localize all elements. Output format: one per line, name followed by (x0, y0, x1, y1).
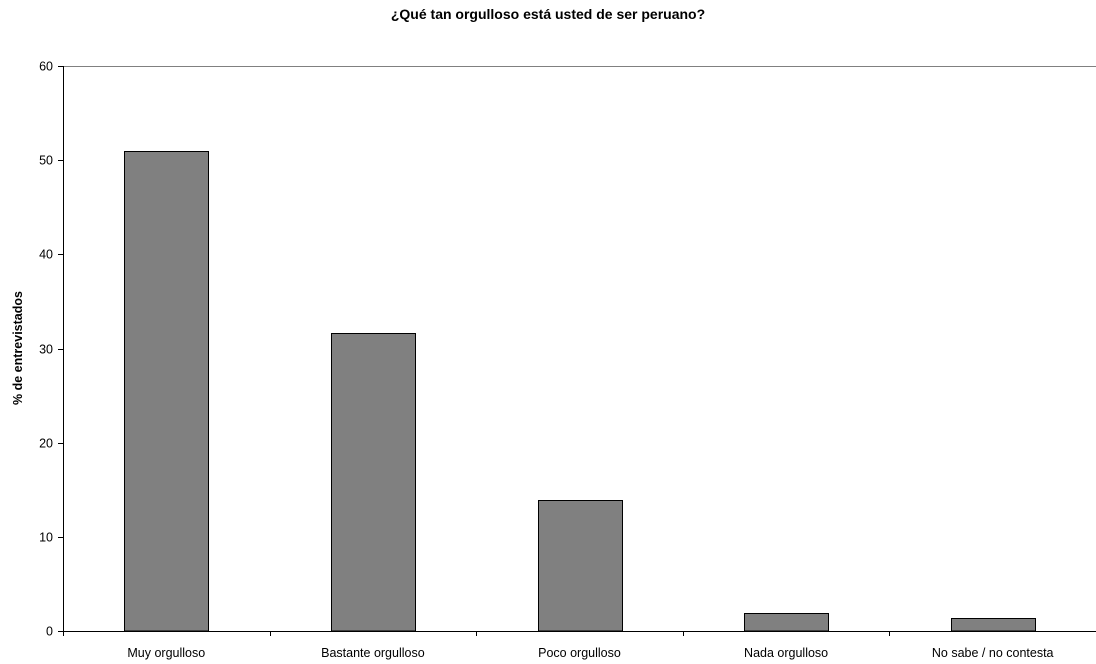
bar (951, 618, 1036, 632)
y-tick-label: 60 (39, 60, 53, 74)
x-category-label: Bastante orgulloso (321, 646, 425, 660)
y-tick-label: 50 (39, 154, 53, 168)
y-tick-label: 0 (46, 625, 53, 639)
x-category-label: No sabe / no contesta (932, 646, 1054, 660)
bar (331, 333, 416, 632)
y-tick-label: 20 (39, 437, 53, 451)
y-axis-title: % de entrevistados (11, 291, 25, 405)
bar (744, 613, 829, 632)
bars (124, 151, 1036, 632)
y-tick-label: 30 (39, 343, 53, 357)
labels: 0 10 20 30 40 50 60 Muy orgulloso Bastante orgul… (39, 60, 1053, 661)
chart-title: ¿Qué tan orgulloso está usted de ser per… (390, 6, 706, 22)
x-category-label: Muy orgulloso (127, 646, 205, 660)
x-category-label: Poco orgulloso (538, 646, 621, 660)
y-tick-label: 10 (39, 531, 53, 545)
y-tick-label: 40 (39, 248, 53, 262)
bar (124, 151, 209, 632)
bar (538, 500, 623, 632)
x-category-label: Nada orgulloso (744, 646, 828, 660)
